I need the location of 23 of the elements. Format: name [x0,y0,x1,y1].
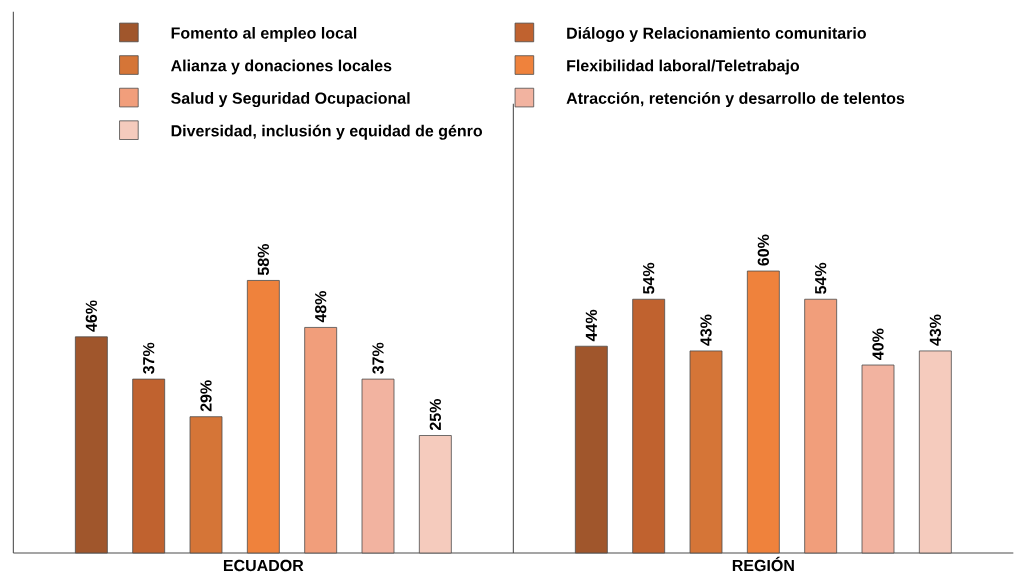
legend-label: Salud y Seguridad Ocupacional [171,92,410,108]
data-label: 44% [585,309,597,342]
data-label: 58% [257,244,269,276]
legend-label: Fomento al empleo local [171,26,357,42]
data-label: 60% [757,234,769,266]
data-label: 54% [815,262,827,294]
data-label: 48% [315,291,327,323]
data-label: 40% [872,328,884,360]
data-label: 29% [200,380,212,412]
legend-label: Diversidad, inclusión y equidad de génro [171,124,483,140]
data-label: 43% [700,314,712,346]
legend-label: Diálogo y Relacionamiento comunitario [567,26,866,43]
data-label: 37% [143,342,155,374]
legend-label: Alianza y donaciones locales [171,59,392,75]
x-tick-label: ECUADOR [223,559,304,572]
data-label: 37% [372,342,384,374]
data-label: 43% [929,314,942,346]
legend-label: Atracción, retención y desarrollo de telentos [566,92,905,108]
data-label: 46% [85,300,97,332]
legend-label: Flexibilidad laboral/Teletrabajo [567,59,800,75]
data-label: 25% [429,399,441,431]
data-label: 54% [643,262,655,294]
x-tick-label: REGIÓN [732,556,794,572]
